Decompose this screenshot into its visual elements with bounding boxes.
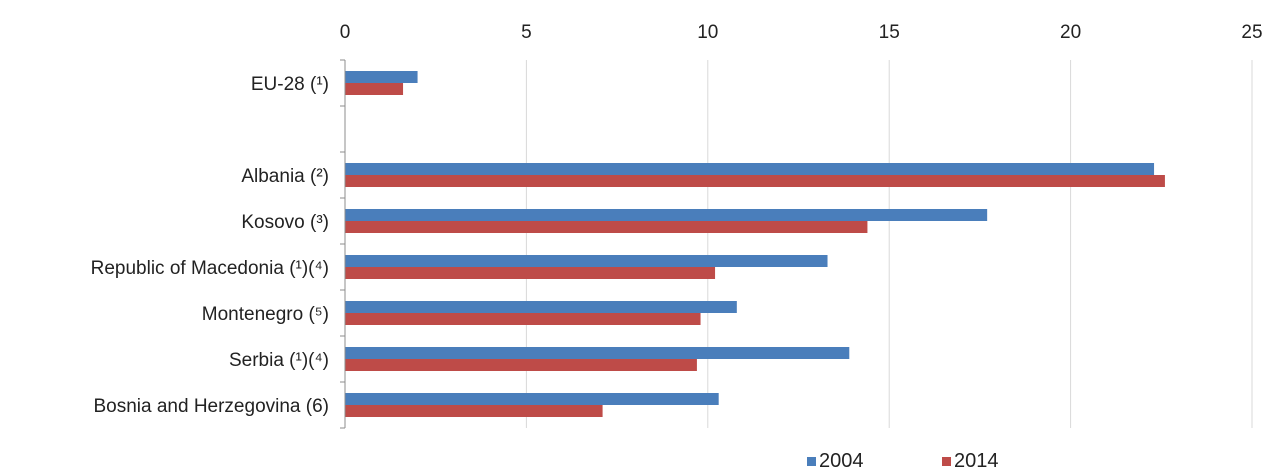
bar-2004 — [345, 255, 828, 267]
category-label: Montenegro (⁵) — [202, 304, 329, 325]
legend-swatch-2004 — [807, 457, 816, 466]
bar-2014 — [345, 405, 603, 417]
x-tick-label: 10 — [697, 22, 718, 43]
gridlines — [525, 60, 1253, 428]
legend-label: 2004 — [819, 450, 864, 472]
bar-2004 — [345, 209, 988, 221]
x-tick-label: 0 — [340, 22, 351, 43]
x-tick-label: 20 — [1060, 22, 1081, 43]
bar-2014 — [345, 175, 1165, 187]
legend-label: 2014 — [954, 450, 999, 472]
category-label: Republic of Macedonia (¹)(⁴) — [91, 258, 329, 279]
bar-2014 — [345, 83, 404, 95]
y-axis-ticks — [340, 59, 345, 429]
bar-2014 — [345, 267, 716, 279]
bar-2004 — [345, 347, 850, 359]
x-tick-label: 15 — [879, 22, 900, 43]
category-label: EU-28 (¹) — [251, 74, 329, 95]
bar-2004 — [345, 71, 418, 83]
legend-swatch-2014 — [942, 457, 951, 466]
bar-2004 — [345, 163, 1155, 175]
category-labels: EU-28 (¹) Albania (²) Kosovo (³) Republic o… — [91, 74, 329, 417]
category-label: Bosnia and Herzegovina (6) — [93, 396, 329, 417]
bar-2014 — [345, 359, 697, 371]
category-label: Albania (²) — [241, 166, 329, 187]
x-tick-label: 25 — [1241, 22, 1262, 43]
category-label: Kosovo (³) — [241, 212, 329, 233]
bars — [345, 71, 1165, 417]
bar-2004 — [345, 301, 737, 313]
bar-2004 — [345, 393, 719, 405]
bar-2014 — [345, 221, 868, 233]
legend: 2004 2014 — [807, 450, 999, 472]
x-tick-label: 5 — [521, 22, 532, 43]
bar-2014 — [345, 313, 701, 325]
x-axis-tick-labels: 0 5 10 15 20 25 — [340, 22, 1263, 43]
category-label: Serbia (¹)(⁴) — [229, 350, 329, 371]
